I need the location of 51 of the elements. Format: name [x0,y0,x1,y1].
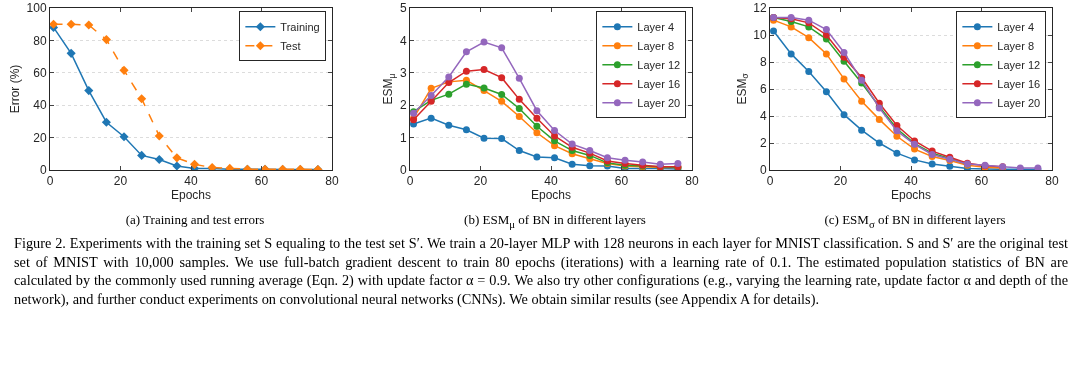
y-tick-label: 2 [399,98,407,113]
y-tick-label: 12 [753,1,767,16]
legend-label: Layer 20 [997,97,1041,110]
y-tick-label: 3 [399,66,407,80]
y-tick-label: 60 [33,66,47,80]
y-tick-label: 40 [33,98,47,113]
x-tick-label: 80 [325,174,339,189]
x-tick-label: 80 [685,174,699,189]
text: (a) Training and test errors [124,212,266,228]
legend-label: Layer 12 [997,59,1041,72]
x-tick-label: 40 [904,174,918,189]
x-tick-label: 20 [113,174,128,189]
legend-label: Layer 4 [637,21,675,34]
y-tick-label: 4 [759,109,767,124]
y-tick-label: 5 [399,1,407,16]
x-axis-title: Epochs [890,188,932,203]
y-tick-label: 2 [759,136,767,151]
x-tick-label: 20 [473,174,488,189]
legend-label: Layer 8 [997,40,1035,53]
x-axis-title: Epochs [170,188,212,203]
x-tick-label: 60 [254,174,269,189]
y-tick-label: 0 [399,163,407,178]
y-tick-label: 80 [33,33,47,48]
y-tick-label: 10 [753,28,767,43]
legend-label: Layer 16 [637,78,681,91]
x-tick-label: 40 [184,174,198,189]
text: (c) ESM$_{σ}$ of BN in different layers [823,212,1007,232]
text: (b) ESM$_{μ}$ of BN in different layers [463,212,647,232]
y-tick-label: 8 [759,55,767,70]
y-tick-label: 0 [759,163,767,178]
legend-label: Layer 8 [637,40,675,53]
legend-label: Test [280,40,301,53]
y-tick-label: 6 [759,82,767,97]
y-tick-label: 100 [26,1,47,16]
x-tick-label: 60 [974,174,989,189]
y-axis-title: Error (%) [7,64,22,114]
x-tick-label: 80 [1045,174,1059,189]
y-tick-label: 20 [33,130,47,145]
y-tick-label: 0 [39,163,47,178]
caption: Figure 2. Experiments with the training set S equaling to the test set S′. We train a 20-layer MLP with 128 neurons in each layer for MNIST classification. S and S′ are the original test set of MNIST with 10,000 samples. We use full-batch gradient descent to train 80 epochs (iterations) with a learning rate of 0.1. The estimated population statistics of BN are calculated by the commonly used running average (Eqn. 2) with update factor α = 0.9. We also try other configurations (e.g., varying the learning rate, update factor α and depth of the network), and further conduct experiments on convolutional neural networks (CNNs). We obtain similar results (see Appendix A for details). [14,234,1068,308]
y-tick-label: 1 [399,130,407,145]
legend-label: Layer 4 [997,21,1035,34]
x-axis-title: Epochs [530,188,572,203]
x-tick-label: 60 [614,174,629,189]
legend-label: Layer 16 [997,78,1041,91]
legend-label: Training [280,21,320,34]
legend-label: Layer 20 [637,97,681,110]
x-tick-label: 20 [833,174,848,189]
x-tick-label: 40 [544,174,558,189]
legend-label: Layer 12 [637,59,681,72]
y-tick-label: 4 [399,33,407,48]
